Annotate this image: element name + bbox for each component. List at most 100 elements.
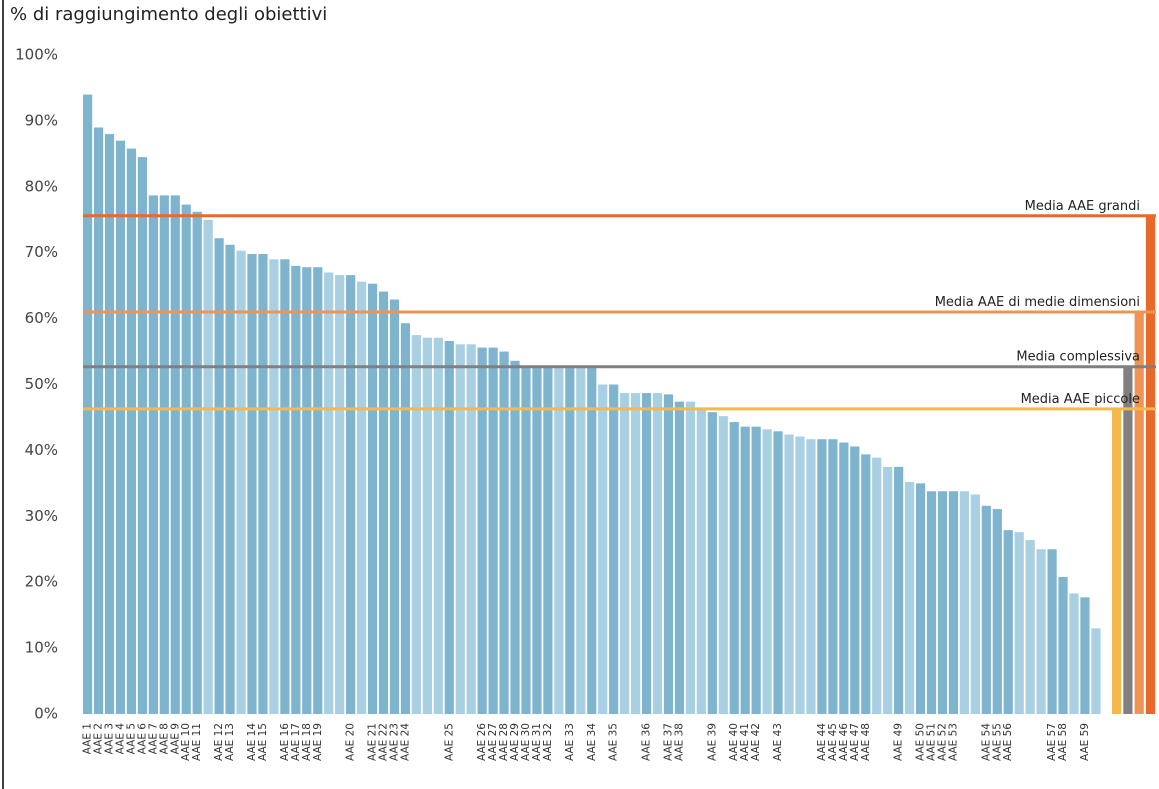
average-label: Media complessiva: [1016, 350, 1140, 365]
bar: [357, 281, 367, 714]
x-tick-label: AAE 2: [93, 723, 105, 754]
y-tick-label: 80%: [25, 177, 58, 195]
bar: [926, 491, 937, 714]
bar: [948, 491, 959, 714]
x-tick-label: AAE 30: [520, 723, 532, 761]
x-tick-label: AAE 22: [378, 723, 390, 761]
bar: [126, 148, 137, 714]
bar: [543, 367, 553, 714]
bar: [1091, 628, 1101, 714]
bar: [915, 483, 926, 714]
y-tick-label: 50%: [25, 375, 58, 393]
x-tick-label: AAE 33: [564, 723, 576, 761]
bar: [554, 367, 564, 714]
bar: [389, 299, 400, 714]
bar: [214, 238, 224, 714]
bar: [324, 272, 334, 714]
bar: [959, 491, 969, 714]
x-tick-label: AAE 23: [388, 723, 400, 761]
bar: [1025, 540, 1035, 714]
bar: [883, 466, 893, 714]
x-tick-label: AAE 34: [586, 723, 598, 761]
x-tick-label: AAE 5: [125, 723, 137, 754]
x-tick-label: AAE 53: [947, 723, 959, 761]
x-tick-label: AAE 17: [290, 723, 302, 761]
bar: [104, 134, 115, 714]
bar: [93, 127, 104, 715]
bar: [280, 259, 290, 714]
bar: [641, 393, 652, 714]
x-tick-label: AAE 42: [750, 723, 762, 761]
bar: [937, 491, 948, 714]
x-tick-label: AAE 32: [542, 723, 554, 761]
bar: [992, 509, 1002, 714]
bar: [1134, 312, 1144, 714]
x-tick-label: AAE 37: [662, 723, 674, 761]
x-tick-label: AAE 29: [509, 723, 521, 761]
x-tick-label: AAE 19: [312, 723, 324, 761]
x-tick-label: AAE 31: [531, 723, 543, 761]
y-tick-label: 90%: [25, 111, 58, 129]
bar: [861, 454, 871, 714]
bar: [269, 259, 279, 714]
bar: [784, 434, 794, 714]
bar: [170, 195, 180, 714]
bar: [751, 426, 761, 714]
x-tick-label: AAE 14: [246, 723, 258, 761]
bar: [313, 267, 323, 714]
bar: [192, 211, 202, 715]
bar: [729, 422, 739, 714]
bar: [1145, 215, 1156, 714]
bar: [499, 351, 509, 714]
x-tick-label: AAE 45: [827, 723, 839, 761]
bar: [422, 337, 432, 714]
bar: [850, 446, 860, 714]
bar: [1014, 532, 1024, 714]
x-tick-label: AAE 27: [487, 723, 499, 761]
bar: [378, 291, 389, 714]
x-tick-label: AAE 40: [728, 723, 740, 761]
bar: [1036, 549, 1046, 714]
bar: [828, 439, 838, 714]
bar: [981, 505, 991, 714]
x-tick-label: AAE 4: [114, 723, 126, 755]
bar: [609, 384, 619, 714]
x-tick-label: AAE 11: [191, 723, 203, 761]
bar: [400, 323, 411, 714]
x-tick-label: AAE 59: [1079, 723, 1091, 761]
x-tick-label: AAE 13: [224, 723, 236, 761]
bar: [1069, 593, 1079, 714]
bar: [1003, 530, 1013, 714]
x-tick-label: AAE 39: [706, 723, 718, 761]
bar: [302, 267, 312, 714]
x-tick-label: AAE 12: [213, 723, 225, 761]
x-tick-label: AAE 56: [1002, 723, 1014, 761]
bar: [598, 384, 608, 714]
average-label: Media AAE di medie dimensioni: [935, 295, 1140, 310]
x-tick-label: AAE 41: [739, 723, 751, 761]
x-tick-label: AAE 35: [608, 723, 620, 761]
bar: [817, 439, 827, 714]
bar: [433, 337, 443, 714]
bar: [762, 429, 772, 714]
bar: [620, 393, 630, 714]
x-tick-label: AAE 3: [104, 723, 116, 754]
bar: [115, 140, 126, 715]
y-tick-label: 60%: [25, 309, 58, 327]
bar: [740, 426, 750, 714]
bar: [532, 367, 542, 714]
bar: [367, 283, 378, 714]
bar: [236, 250, 246, 714]
bar: [291, 265, 301, 714]
y-tick-label: 70%: [25, 243, 58, 261]
x-tick-label: AAE 47: [849, 723, 861, 761]
x-tick-label: AAE 28: [498, 723, 510, 761]
bar: [1112, 408, 1122, 714]
average-label: Media AAE piccole: [1021, 392, 1140, 407]
bar: [970, 494, 980, 714]
y-tick-label: 30%: [25, 507, 58, 525]
bar: [685, 401, 695, 714]
x-tick-label: AAE 8: [158, 723, 170, 754]
chart-title: % di raggiungimento degli obiettivi: [10, 4, 327, 25]
